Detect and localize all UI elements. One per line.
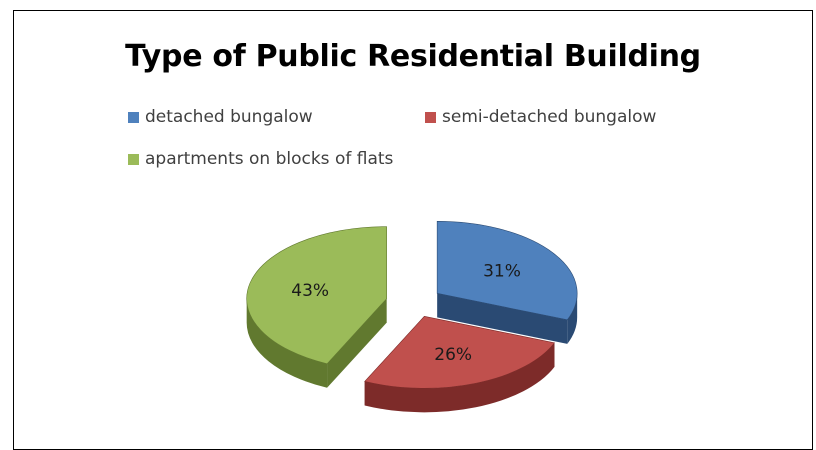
pie-slice-semi-detached-bungalow: [364, 315, 556, 413]
pie-slice-top-apartments-on-blocks-of-flats: [246, 226, 387, 365]
legend-item-apartments: apartments on blocks of flats: [128, 149, 393, 169]
legend-label-semi-detached-bungalow: semi-detached bungalow: [442, 107, 657, 127]
pie-slice-side-detached-bungalow: [567, 293, 578, 344]
pie-label-apartments-on-blocks-of-flats: 43%: [291, 281, 329, 301]
legend-label-detached-bungalow: detached bungalow: [145, 107, 313, 127]
pie-chart: 31% 26% 43%: [246, 221, 578, 413]
pie-slice-side-apartments-on-blocks-of-flats: [246, 298, 328, 388]
legend-swatch-semi-detached-bungalow: [425, 111, 436, 123]
legend-label-apartments: apartments on blocks of flats: [145, 149, 394, 169]
legend-swatch-apartments: [128, 153, 139, 165]
legend-item-detached-bungalow: detached bungalow: [128, 107, 313, 127]
legend-swatch-detached-bungalow: [128, 111, 139, 123]
pie-slice-side-semi-detached-bungalow: [364, 342, 555, 413]
pie-slice-top-detached-bungalow: [436, 221, 578, 321]
pie-label-semi-detached-bungalow: 26%: [434, 345, 472, 365]
legend-item-semi-detached-bungalow: semi-detached bungalow: [425, 107, 656, 127]
chart-frame: Type of Public Residential Building deta…: [13, 10, 813, 450]
chart-title: Type of Public Residential Building: [125, 39, 701, 74]
pie-slice-apartments-on-blocks-of-flats: [246, 226, 387, 388]
pie-slice-detached-bungalow: [436, 221, 578, 344]
pie-slice-wall-apartments-on-blocks-of-flats-0: [327, 298, 387, 388]
pie-slice-top-semi-detached-bungalow: [364, 315, 556, 389]
pie-label-detached-bungalow: 31%: [483, 262, 521, 282]
pie-slice-wall-detached-bungalow-1: [437, 293, 568, 344]
